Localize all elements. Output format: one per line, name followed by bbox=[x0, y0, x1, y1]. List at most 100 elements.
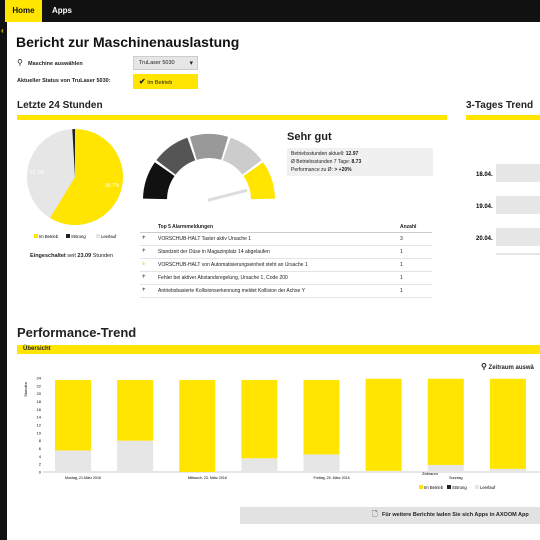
x-tick-label: Mittwoch, 23. März 2016 bbox=[188, 476, 227, 480]
trend3-date: 20.04. bbox=[476, 236, 493, 242]
x-tick-label: Sonntag bbox=[449, 476, 462, 480]
more-reports-text: Für weitere Berichte laden Sie sich Apps… bbox=[382, 512, 529, 518]
alarm-text: VORSCHUB-HALT von Automatisierungseinhei… bbox=[156, 258, 398, 272]
legend-leerlauf: Leerlauf bbox=[480, 485, 496, 490]
bar-im-betrieb bbox=[427, 378, 464, 465]
legend-leerlauf: Leerlauf bbox=[101, 234, 117, 239]
alarm-count: 1 bbox=[398, 245, 432, 259]
alarm-row[interactable]: 🡩 Standzeit der Düse in Magazinplatz 14 a… bbox=[140, 245, 432, 259]
y-tick-label: 2 bbox=[39, 462, 42, 467]
chevron-down-icon: ▾ bbox=[189, 60, 193, 67]
gauge-segment bbox=[222, 137, 262, 175]
y-tick-label: 16 bbox=[37, 407, 42, 412]
legend-swatch-betrieb bbox=[34, 234, 38, 238]
alarm-text: Standzeit der Düse in Magazinplatz 14 ab… bbox=[156, 245, 398, 259]
pie-chart: 58.7% 41.3% Im Betrieb Störung Leerlauf bbox=[27, 129, 123, 239]
kpi-box: Betriebsstunden aktuell: 12.97 Ø Betrieb… bbox=[287, 148, 433, 176]
check-icon: ✔ bbox=[139, 77, 146, 86]
trend3-date: 18.04. bbox=[476, 172, 493, 178]
alarm-row[interactable]: 🡫 VORSCHUB-HALT von Automatisierungseinhe… bbox=[140, 258, 432, 272]
y-tick-label: 24 bbox=[37, 376, 42, 381]
pie-label-leerlauf: 41.3% bbox=[30, 170, 45, 176]
bar-im-betrieb bbox=[489, 378, 526, 469]
kpi-value: 12.97 bbox=[345, 151, 359, 157]
performance-gauge bbox=[143, 134, 275, 202]
switched-on-label: Eingeschaltet bbox=[30, 253, 66, 259]
y-tick-label: 10 bbox=[37, 430, 42, 435]
alarm-header-count: Anzahl bbox=[398, 222, 432, 233]
x-tick-label: Montag, 21.März 2016 bbox=[65, 476, 101, 480]
left-sidebar bbox=[0, 22, 7, 540]
y-tick-label: 14 bbox=[37, 415, 42, 420]
gauge-segment bbox=[143, 162, 175, 200]
document-icon: 🗋 bbox=[372, 511, 378, 518]
tab-home[interactable]: Home bbox=[5, 0, 42, 22]
alarm-header-text: Top 5 Alarmmeldungen bbox=[156, 222, 398, 233]
bar-im-betrieb bbox=[117, 379, 154, 441]
status-label: Aktueller Status von TruLaser 5030: bbox=[17, 78, 111, 84]
switched-on-mid: seit bbox=[67, 253, 76, 259]
kpi-key: Ø Betriebsstunden 7 Tage: bbox=[291, 159, 351, 165]
arrow-up-icon: 🡩 bbox=[140, 271, 156, 285]
kpi-value: > +20% bbox=[334, 167, 352, 173]
alarm-table: Top 5 Alarmmeldungen Anzahl 🡩 VORSCHUB-HA… bbox=[140, 222, 432, 298]
gauge-segment bbox=[189, 134, 229, 160]
kpi-key: Betriebsstunden aktuell: bbox=[291, 151, 345, 157]
bar-im-betrieb bbox=[303, 379, 340, 455]
legend-swatch-stoerung bbox=[66, 234, 70, 238]
alarm-text: Fehler bei aktiver Abstandsregelung, Urs… bbox=[156, 271, 398, 285]
arrow-down-icon: 🡫 bbox=[140, 258, 156, 272]
legend-stoerung: Störung bbox=[452, 485, 467, 490]
bar-leerlauf bbox=[365, 470, 402, 472]
y-tick-label: 22 bbox=[37, 383, 42, 388]
switched-on-text: Eingeschaltet seit 23.09 Stunden bbox=[30, 253, 113, 259]
bar-leerlauf bbox=[489, 468, 526, 472]
arrow-up-icon: 🡩 bbox=[140, 284, 156, 298]
machine-select[interactable]: TruLaser 5030 ▾ bbox=[133, 56, 198, 70]
legend-swatch-stoerung bbox=[447, 485, 451, 489]
alarm-count: 1 bbox=[398, 271, 432, 285]
pie-slice-betrieb bbox=[50, 129, 123, 225]
kpi-value: 8.73 bbox=[351, 159, 362, 165]
alarm-text: VORSCHUB-HALT Taster aktiv Ursache 1 bbox=[156, 232, 398, 246]
alarm-row[interactable]: 🡩 Antriebsbasierte Kollisionserkennung me… bbox=[140, 284, 432, 298]
top-navigation: Home Apps bbox=[0, 0, 540, 22]
overview-bar: Übersicht bbox=[17, 345, 540, 354]
trend3-bar bbox=[496, 196, 540, 214]
y-tick-label: 18 bbox=[37, 399, 42, 404]
alarm-header-icon bbox=[140, 222, 156, 233]
zeitraum-button[interactable]: ⚲ Zeitraum auswä bbox=[481, 362, 534, 371]
y-tick-label: 8 bbox=[39, 438, 42, 443]
alarm-row[interactable]: 🡩 Fehler bei aktiver Abstandsregelung, Ur… bbox=[140, 271, 432, 285]
kpi-key: Performance zu Ø: bbox=[291, 167, 333, 173]
kpi-row: Ø Betriebsstunden 7 Tage: 8.73 bbox=[291, 158, 429, 166]
bar-leerlauf bbox=[117, 440, 154, 472]
machine-select-value: TruLaser 5030 bbox=[139, 60, 175, 66]
alarm-count: 1 bbox=[398, 258, 432, 272]
arrow-up-icon: 🡩 bbox=[140, 232, 156, 246]
bar-im-betrieb bbox=[241, 379, 278, 459]
bar-leerlauf bbox=[303, 454, 340, 472]
search-icon: ⚲ bbox=[481, 362, 487, 371]
pie-slice-stoerung bbox=[72, 129, 75, 177]
bar-im-betrieb bbox=[365, 378, 402, 471]
arrow-up-icon: 🡩 bbox=[140, 245, 156, 259]
alarm-text: Antriebsbasierte Kollisionserkennung mel… bbox=[156, 284, 398, 298]
more-reports-button[interactable]: 🗋 Für weitere Berichte laden Sie sich Ap… bbox=[240, 507, 540, 524]
pie-label-betrieb: 58.7% bbox=[105, 183, 120, 189]
bar-im-betrieb bbox=[55, 379, 92, 451]
legend-swatch-leerlauf bbox=[96, 234, 100, 238]
kpi-row: Betriebsstunden aktuell: 12.97 bbox=[291, 150, 429, 158]
back-arrow-icon[interactable]: ‹ bbox=[1, 26, 4, 35]
trend3-chart: 18.04. 19.04. 20.04. bbox=[476, 164, 540, 255]
performance-title: Performance-Trend bbox=[17, 325, 137, 340]
bar-leerlauf bbox=[427, 464, 464, 472]
status-badge: ✔ Im Betrieb bbox=[133, 74, 198, 89]
tab-apps[interactable]: Apps bbox=[52, 6, 72, 15]
legend-stoerung: Störung bbox=[71, 234, 86, 239]
switched-on-value: 23.09 bbox=[77, 253, 92, 259]
x-tick-label: Freitag, 25. März 2016 bbox=[313, 476, 349, 480]
kpi-row: Performance zu Ø: > +20% bbox=[291, 166, 429, 174]
